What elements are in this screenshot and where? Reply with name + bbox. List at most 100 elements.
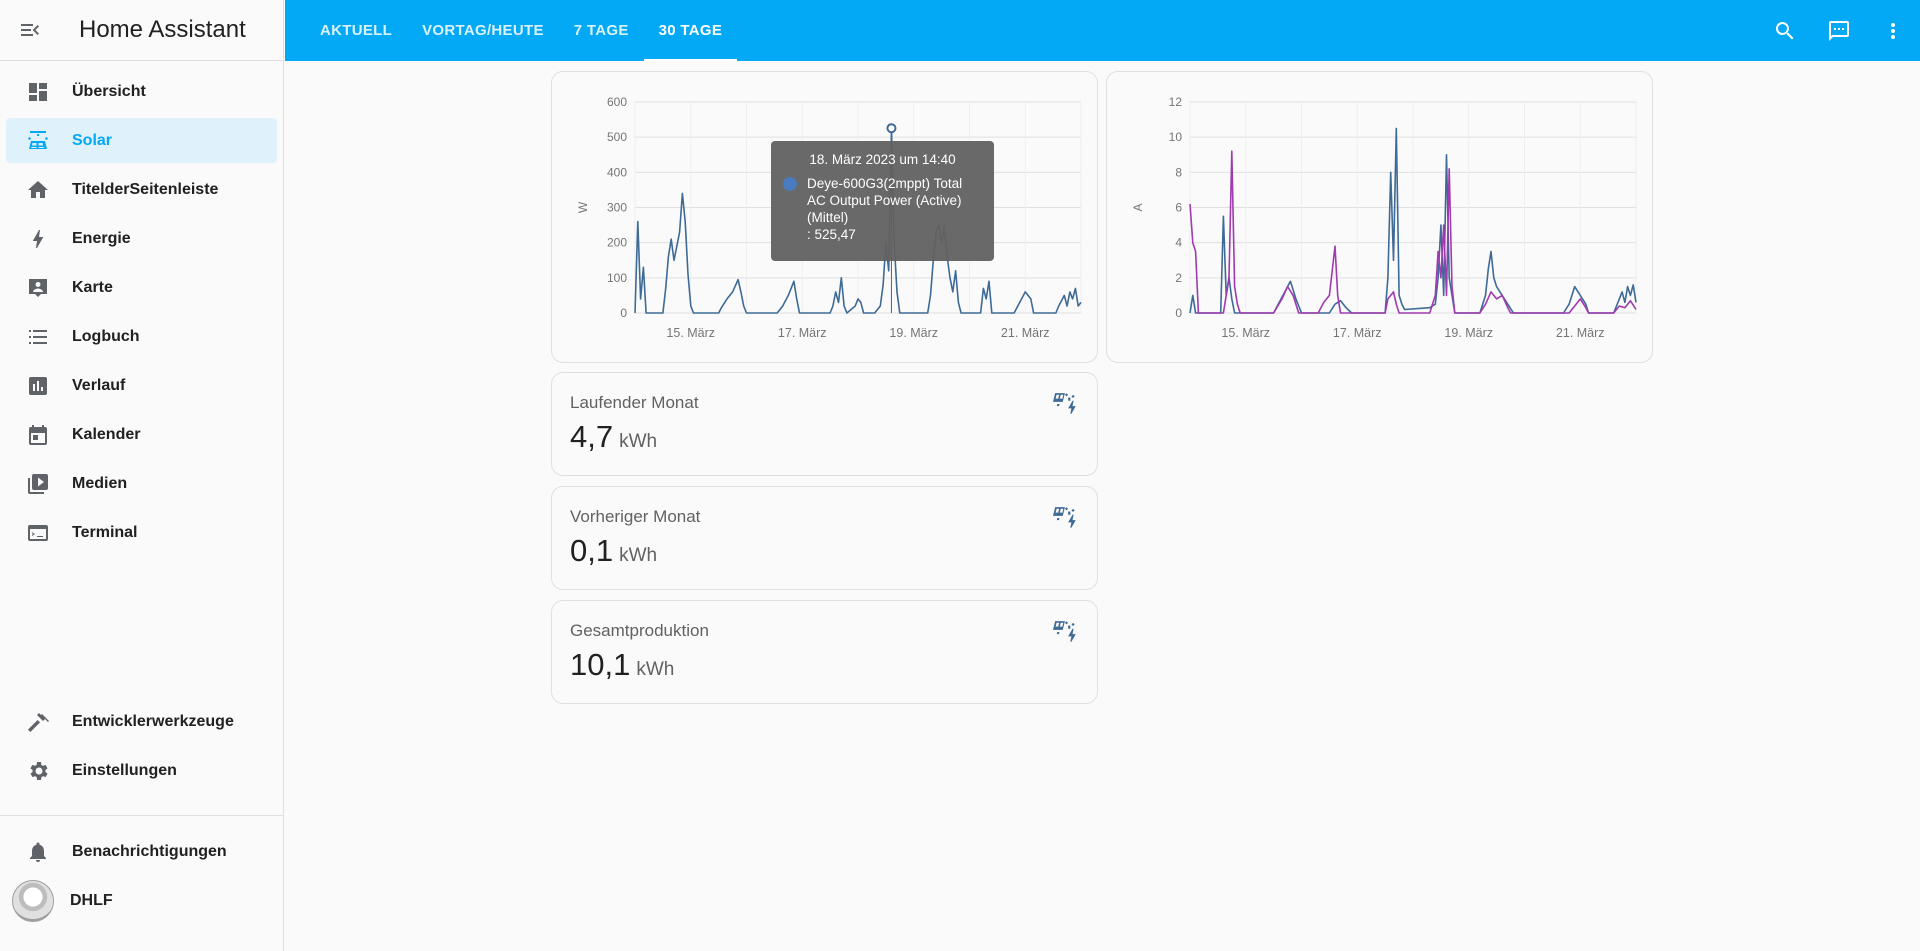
sidebar-item-label: Terminal (72, 523, 138, 541)
hover-point (886, 123, 897, 134)
current-chart[interactable]: 0 2 4 6 8 10 12 15. März 17. März 19. März 21. Mär… (1107, 72, 1654, 364)
map-icon (6, 276, 56, 300)
sidebar-item-karte[interactable]: Karte (6, 265, 277, 310)
x-tick-label: 17. März (778, 326, 827, 340)
stat-card-vorheriger-monat[interactable]: Vorheriger Monat 0,1 kWh (551, 486, 1098, 590)
tooltip-title: 18. März 2023 um 14:40 (809, 152, 956, 167)
tab-7-tage[interactable]: 7 TAGE (573, 22, 629, 39)
sidebar-header: Home Assistant (0, 0, 283, 61)
stat-card-gesamtproduktion[interactable]: Gesamtproduktion 10,1 kWh (551, 600, 1098, 704)
y-tick-label: 6 (1175, 201, 1182, 215)
tooltip-series-name: Deye-600G3(2mppt) Total AC Output Power … (807, 176, 963, 225)
stat-name: Laufender Monat (570, 393, 699, 412)
sidebar-item-verlauf[interactable]: Verlauf (6, 363, 277, 408)
sidebar-item-label: Übersicht (72, 82, 146, 100)
user-name: DHLF (70, 891, 113, 909)
solar-power-icon (1053, 507, 1076, 528)
home-icon (6, 178, 56, 202)
y-tick-label: 10 (1169, 130, 1183, 144)
solar-panel-icon (6, 129, 56, 153)
stat-unit: kWh (636, 659, 675, 680)
y-tick-label: 600 (607, 95, 627, 109)
sidebar-item-label: Logbuch (72, 327, 140, 345)
sidebar-divider (0, 815, 283, 816)
sidebar-item-medien[interactable]: Medien (6, 461, 277, 506)
x-tick-label: 17. März (1333, 326, 1382, 340)
power-chart[interactable]: 0 100 200 300 400 500 600 15. März 17. März 19. M… (552, 72, 1099, 364)
y-axis-label: W (576, 201, 590, 213)
logbook-icon (6, 325, 56, 349)
more-options-button[interactable] (1866, 7, 1920, 55)
bell-icon (6, 840, 56, 864)
y-tick-label: 500 (607, 130, 627, 144)
top-app-bar: AKTUELL VORTAG/HEUTE 7 TAGE 30 TAGE (285, 0, 1920, 61)
sidebar-item-notifications[interactable]: Benachrichtigungen (6, 829, 277, 874)
dashboard-icon (6, 80, 56, 104)
sidebar-bottom-nav: Entwicklerwerkzeuge Einstellungen (0, 695, 283, 797)
y-axis-label: A (1131, 203, 1145, 211)
chart-tooltip: 18. März 2023 um 14:40 Deye-600G3(2mppt)… (771, 141, 994, 261)
y-tick-label: 0 (1175, 306, 1182, 320)
x-tick-label: 19. März (889, 326, 938, 340)
sidebar-item-label: Benachrichtigungen (72, 842, 227, 860)
lightning-bolt-icon (6, 227, 56, 251)
sidebar-item-label: Solar (72, 131, 113, 149)
sidebar-item-label: Einstellungen (72, 761, 177, 779)
sidebar-nav: Übersicht Solar TitelderSeitenleiste Ene… (0, 61, 283, 555)
stat-unit: kWh (619, 545, 658, 566)
y-tick-label: 2 (1175, 271, 1182, 285)
sidebar-item-label: Karte (72, 278, 113, 296)
sidebar-item-label: Kalender (72, 425, 141, 443)
stat-value-row: 10,1 kWh (570, 647, 674, 683)
sidebar-item-label: Verlauf (72, 376, 126, 394)
power-history-card: 0 100 200 300 400 500 600 15. März 17. März 19. M… (551, 71, 1098, 363)
tab-aktuell[interactable]: AKTUELL (320, 22, 393, 39)
sidebar-item-terminal[interactable]: Terminal (6, 510, 277, 555)
y-tick-label: 200 (607, 236, 627, 250)
sidebar-item-user[interactable]: DHLF (6, 878, 277, 923)
stat-unit: kWh (619, 431, 658, 452)
x-tick-label: 21. März (1556, 326, 1605, 340)
sidebar-item-titelderseitenleiste[interactable]: TitelderSeitenleiste (6, 167, 277, 212)
top-actions (1758, 0, 1920, 61)
search-button[interactable] (1758, 7, 1812, 55)
avatar (12, 879, 54, 922)
stat-value-row: 0,1 kWh (570, 533, 657, 569)
tooltip-text: Deye-600G3(2mppt) Total AC Output Power … (807, 175, 982, 243)
tab-vortag-heute[interactable]: VORTAG/HEUTE (422, 22, 544, 39)
current-history-card: 0 2 4 6 8 10 12 15. März 17. März 19. März 21. Mär… (1106, 71, 1653, 363)
assist-chat-icon (1829, 20, 1849, 41)
tooltip-value: : 525,47 (807, 227, 856, 242)
sidebar-item-logbuch[interactable]: Logbuch (6, 314, 277, 359)
sidebar-item-solar[interactable]: Solar (6, 118, 277, 163)
x-tick-label: 19. März (1444, 326, 1493, 340)
solar-power-icon (1053, 621, 1076, 642)
stat-name: Vorheriger Monat (570, 507, 701, 526)
stat-name: Gesamtproduktion (570, 621, 709, 640)
sidebar-item-label: Entwicklerwerkzeuge (72, 712, 234, 730)
x-tick-label: 15. März (666, 326, 715, 340)
sidebar-item-einstellungen[interactable]: Einstellungen (6, 748, 277, 793)
sidebar-item-label: Energie (72, 229, 131, 247)
assist-button[interactable] (1812, 7, 1866, 55)
y-tick-label: 0 (620, 306, 627, 320)
cog-icon (6, 759, 56, 783)
sidebar: Home Assistant Übersicht Solar TitelderS… (0, 0, 284, 951)
series-line (1189, 150, 1637, 314)
sidebar-item-entwicklerwerkzeuge[interactable]: Entwicklerwerkzeuge (6, 699, 277, 744)
sidebar-item-label: TitelderSeitenleiste (72, 180, 219, 198)
solar-power-icon (1053, 393, 1076, 414)
sidebar-item-label: Medien (72, 474, 128, 492)
stat-card-laufender-monat[interactable]: Laufender Monat 4,7 kWh (551, 372, 1098, 476)
sidebar-item-kalender[interactable]: Kalender (6, 412, 277, 457)
sidebar-item-uebersicht[interactable]: Übersicht (6, 69, 277, 114)
console-icon (6, 521, 56, 545)
series-line (634, 127, 1082, 314)
tab-30-tage[interactable]: 30 TAGE (643, 0, 738, 61)
stat-value: 0,1 (570, 533, 614, 568)
tooltip-row: Deye-600G3(2mppt) Total AC Output Power … (783, 175, 982, 243)
menu-collapse-icon[interactable] (0, 0, 60, 61)
chart-box-icon (6, 374, 56, 398)
sidebar-item-energie[interactable]: Energie (6, 216, 277, 261)
y-tick-label: 400 (607, 165, 627, 179)
